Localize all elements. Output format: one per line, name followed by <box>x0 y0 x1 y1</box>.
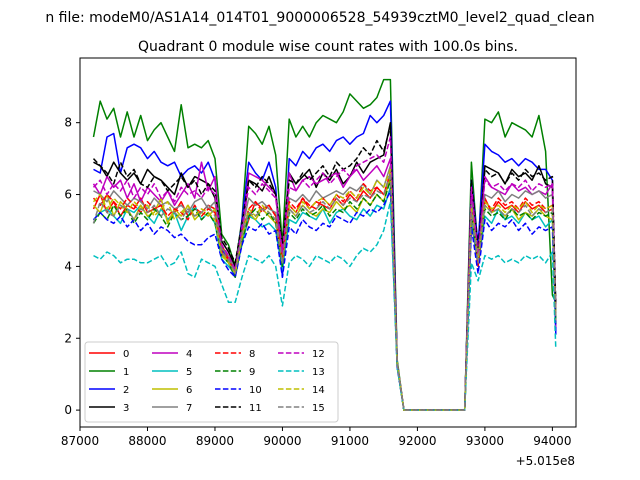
series-line-9 <box>92 179 557 411</box>
legend-label-15: 15 <box>312 403 325 414</box>
legend-label-13: 13 <box>312 367 325 378</box>
plot-lines <box>92 78 557 411</box>
series-line-4 <box>92 157 557 411</box>
figure-suptitle: n file: modeM0/AS1A14_014T01_9000006528_… <box>45 10 594 26</box>
legend-label-4: 4 <box>186 349 192 360</box>
y-tick-label: 0 <box>64 403 72 417</box>
series-line-13 <box>93 200 557 411</box>
x-axis: 87000 88000 89000 90000 91000 92000 93000 94000 <box>61 427 571 448</box>
legend-label-2: 2 <box>123 385 129 396</box>
y-tick-label: 8 <box>64 116 72 130</box>
y-tick-label: 6 <box>64 188 72 202</box>
legend-label-14: 14 <box>312 385 325 396</box>
legend-label-9: 9 <box>249 367 255 378</box>
legend-label-8: 8 <box>249 349 255 360</box>
legend-label-1: 1 <box>123 367 129 378</box>
y-tick-label: 4 <box>64 259 72 273</box>
y-axis: 0 2 4 6 8 <box>64 116 80 417</box>
x-tick-label: 90000 <box>263 434 301 448</box>
series-line-12 <box>92 136 557 411</box>
x-tick-label: 92000 <box>398 434 436 448</box>
legend-label-5: 5 <box>186 367 192 378</box>
x-tick-label: 89000 <box>196 434 234 448</box>
chart-title: Quadrant 0 module wise count rates with … <box>138 39 518 55</box>
legend-frame <box>84 341 339 423</box>
series-line-10 <box>92 190 557 411</box>
y-tick-label: 2 <box>64 331 72 345</box>
series-line-11 <box>92 125 557 411</box>
x-tick-label: 91000 <box>331 434 369 448</box>
legend-label-11: 11 <box>249 403 262 414</box>
x-offset-label: +5.015e8 <box>516 454 575 468</box>
legend-label-6: 6 <box>186 385 192 396</box>
legend-label-12: 12 <box>312 349 325 360</box>
x-tick-label: 93000 <box>466 434 504 448</box>
series-line-2 <box>93 100 557 411</box>
legend-label-3: 3 <box>123 403 129 414</box>
legend-label-10: 10 <box>249 385 262 396</box>
x-tick-label: 94000 <box>533 434 571 448</box>
x-tick-label: 87000 <box>61 434 99 448</box>
axes-frame <box>79 57 577 428</box>
x-tick-label: 88000 <box>128 434 166 448</box>
legend-label-0: 0 <box>123 349 129 360</box>
legend-label-7: 7 <box>186 403 192 414</box>
